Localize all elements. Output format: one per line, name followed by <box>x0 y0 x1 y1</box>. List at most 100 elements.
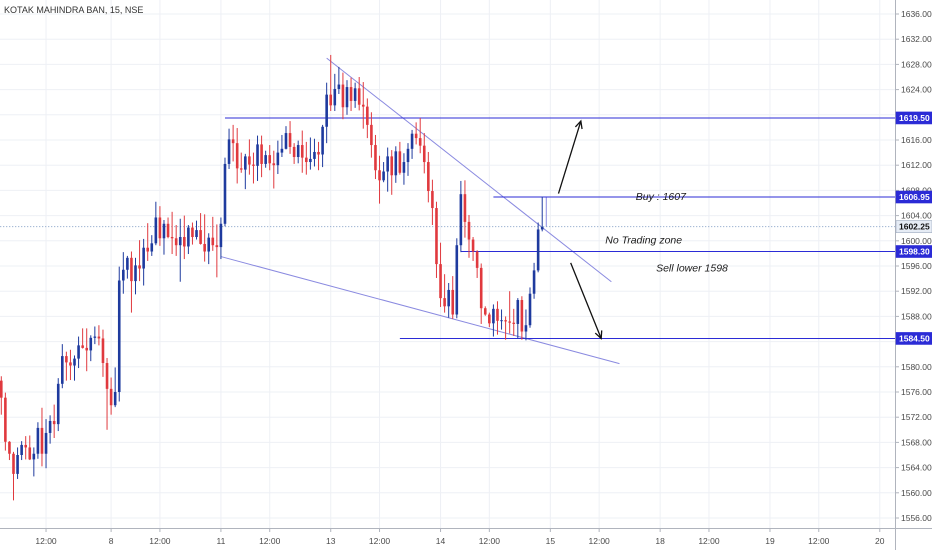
candle-body <box>288 133 292 147</box>
candle-body <box>512 322 516 324</box>
candle <box>422 133 426 174</box>
y-tick-label: 1580.00 <box>901 362 932 372</box>
candle <box>467 214 471 258</box>
candle-body <box>126 257 129 270</box>
candle <box>142 238 145 286</box>
candle <box>402 153 406 185</box>
candle <box>427 151 430 203</box>
candle-body <box>268 155 272 164</box>
candle <box>81 328 84 349</box>
candle-body <box>463 194 467 222</box>
candle <box>244 153 247 190</box>
candle-body <box>333 88 337 106</box>
y-tick-label: 1568.00 <box>901 437 932 447</box>
down-arrow <box>570 262 603 340</box>
candle-body <box>154 217 158 244</box>
candle <box>134 257 137 295</box>
candle-body <box>187 227 190 247</box>
candle-body <box>231 139 235 144</box>
candle <box>272 150 276 189</box>
candle-body <box>500 320 503 322</box>
candle-body <box>414 133 418 139</box>
candle <box>44 419 48 469</box>
candle-body <box>122 269 125 281</box>
candle-body <box>398 151 402 173</box>
y-tick-label: 1596.00 <box>901 261 932 271</box>
candle <box>357 77 361 111</box>
y-tick-label: 1624.00 <box>901 85 932 95</box>
candle-body <box>239 168 243 170</box>
resistance-1619-tag-bg <box>895 111 932 125</box>
candle <box>231 124 235 162</box>
price-levels <box>0 117 895 339</box>
y-tick-label: 1560.00 <box>901 488 932 498</box>
x-tick-label: 12:00 <box>369 536 391 546</box>
candle-body <box>528 293 532 326</box>
candle-body <box>366 106 369 125</box>
candle-body <box>0 380 3 398</box>
candle-body <box>508 321 511 323</box>
buy-annotation: Buy : 1607 <box>636 191 687 203</box>
candle <box>24 436 28 460</box>
candle <box>451 276 455 319</box>
down-arrow-shaft <box>570 262 602 339</box>
candle <box>101 329 105 377</box>
annotations: Buy : 1607 No Trading zone Sell lower 1598 <box>605 191 728 274</box>
resistance-1619-tag-label: 1619.50 <box>899 113 930 123</box>
candle <box>170 211 174 255</box>
candle <box>447 283 450 318</box>
candle-body <box>215 245 219 248</box>
candle-body <box>52 420 56 425</box>
candle <box>166 217 170 239</box>
candle-body <box>439 264 442 299</box>
candle <box>309 137 312 170</box>
candle-body <box>459 194 463 246</box>
candle-body <box>504 320 507 322</box>
candlesticks <box>0 54 544 501</box>
candle <box>93 326 97 345</box>
candle-body <box>248 156 251 165</box>
candle-body <box>467 221 471 240</box>
candle <box>292 143 296 164</box>
candle-body <box>345 87 349 108</box>
candle-body <box>483 308 487 315</box>
x-tick-label: 8 <box>109 536 114 546</box>
time-axis[interactable]: 12:00 8 12:00 11 12:00 13 12:00 14 12:00 15 12:00 1… <box>0 528 932 546</box>
candle <box>248 139 251 175</box>
candle-body <box>406 148 410 163</box>
candle-body <box>195 230 198 238</box>
price-axis[interactable]: 1556.00 1560.00 1564.00 1568.00 1572.00 1576.… <box>895 0 932 550</box>
arrows <box>557 119 603 340</box>
support-1584-tag: 1584.50 <box>895 332 932 345</box>
candle <box>150 235 154 256</box>
candle-body <box>113 392 117 406</box>
candle-body <box>174 238 178 246</box>
candle <box>113 367 117 408</box>
x-tick-label: 12:00 <box>808 536 830 546</box>
candle <box>479 263 483 324</box>
candle-body <box>73 358 76 366</box>
y-tick-label: 1616.00 <box>901 135 932 145</box>
candle <box>138 240 141 282</box>
candle <box>337 66 341 95</box>
candle <box>313 138 316 167</box>
candle-body <box>447 289 450 307</box>
candle-body <box>20 444 23 455</box>
candle <box>504 316 507 340</box>
candle-body <box>488 314 491 324</box>
candle-body <box>8 441 11 454</box>
candle-body <box>48 420 52 433</box>
candle <box>61 344 64 389</box>
candle-body <box>44 432 48 454</box>
candle-body <box>117 280 121 392</box>
candle-body <box>431 191 434 209</box>
buy-1607-tag-bg <box>895 190 932 204</box>
candle <box>475 250 479 278</box>
candle <box>288 121 292 154</box>
candle-body <box>142 247 145 269</box>
candle-body <box>427 162 430 192</box>
candle-body <box>97 336 101 339</box>
candle <box>122 252 125 294</box>
candle <box>317 141 320 171</box>
